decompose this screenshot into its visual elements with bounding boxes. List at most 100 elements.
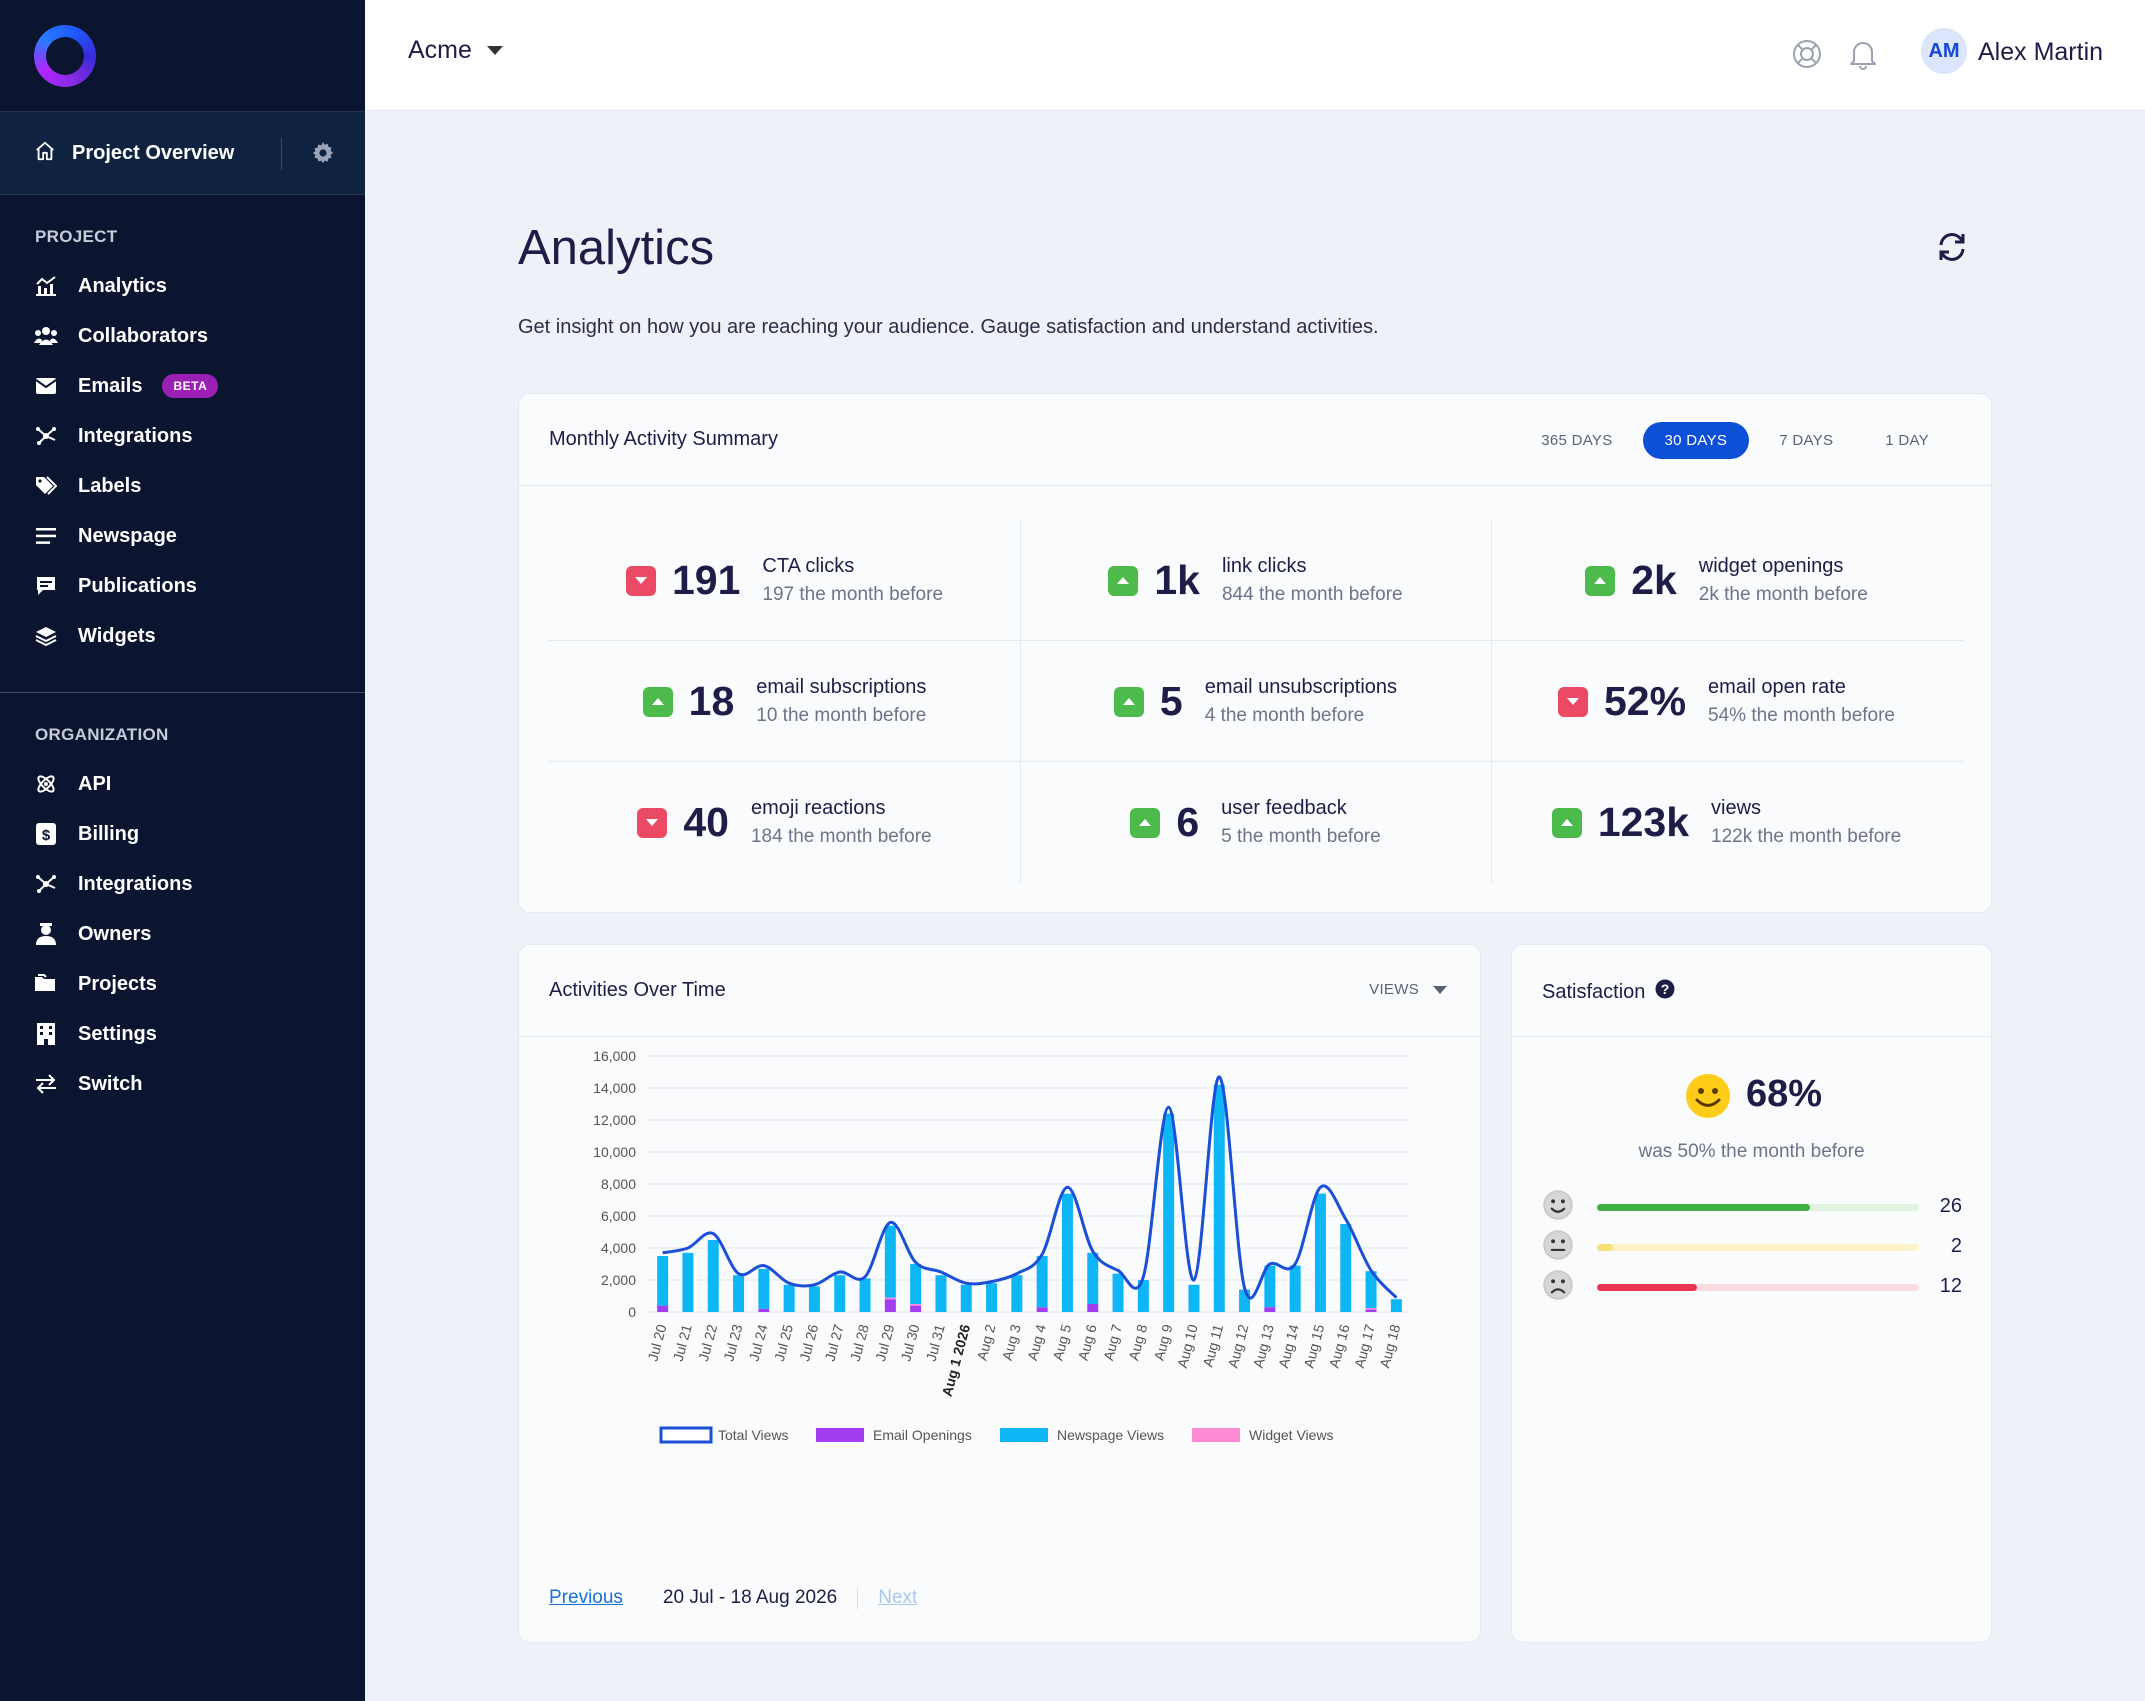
stat-text: link clicks 844 the month before <box>1222 555 1403 606</box>
bell-icon[interactable] <box>1848 38 1878 75</box>
svg-text:?: ? <box>1661 981 1670 997</box>
bar-newspage-views <box>1037 1256 1048 1307</box>
question-circle-icon[interactable]: ? <box>1655 979 1675 1005</box>
card-header: Activities Over Time VIEWS <box>519 945 1480 1037</box>
card-header: Monthly Activity Summary 365 DAYS 30 DAY… <box>519 394 1991 486</box>
stat-email-subscriptions: 18 email subscriptions 10 the month before <box>549 641 1020 762</box>
topbar: Acme AM Alex Martin <box>365 0 2145 111</box>
next-link[interactable]: Next <box>878 1587 917 1609</box>
legend-label: Total Views <box>718 1427 789 1443</box>
gear-icon[interactable] <box>310 140 336 171</box>
sidebar-item-settings[interactable]: Settings <box>0 1009 365 1059</box>
x-tick-label: Aug 3 <box>999 1322 1024 1362</box>
stat-value: 52% <box>1604 678 1686 725</box>
bar-newspage-views <box>733 1275 744 1312</box>
sidebar-item-owners[interactable]: Owners <box>0 909 365 959</box>
sidebar-item-billing[interactable]: $ Billing <box>0 809 365 859</box>
svg-text:$: $ <box>42 827 51 844</box>
users-icon <box>34 324 58 348</box>
y-tick-label: 2,000 <box>601 1272 636 1288</box>
integrations-icon <box>34 424 58 448</box>
stat-value: 6 <box>1176 799 1199 846</box>
sidebar-item-switch[interactable]: Switch <box>0 1059 365 1109</box>
x-tick-label: Aug 8 <box>1125 1322 1150 1362</box>
bar-newspage-views <box>809 1286 820 1312</box>
sidebar-item-label: Integrations <box>78 425 192 448</box>
app-logo[interactable] <box>34 25 96 87</box>
sidebar-item-api[interactable]: API <box>0 759 365 809</box>
previous-link[interactable]: Previous <box>549 1587 623 1609</box>
card-title: Monthly Activity Summary <box>549 428 778 451</box>
bar-email-openings <box>1087 1304 1098 1312</box>
sidebar-item-emails[interactable]: Emails BETA <box>0 361 365 411</box>
avatar[interactable]: AM <box>1921 28 1967 74</box>
views-dropdown-label: VIEWS <box>1369 981 1419 998</box>
lifebuoy-icon[interactable] <box>1791 38 1823 75</box>
sidebar-item-integrations-org[interactable]: Integrations <box>0 859 365 909</box>
card-header: Satisfaction ? <box>1512 945 1991 1037</box>
legend-swatch <box>661 1428 711 1442</box>
sidebar-item-projects[interactable]: Projects <box>0 959 365 1009</box>
stat-label: views <box>1711 797 1901 820</box>
user-name[interactable]: Alex Martin <box>1978 38 2103 67</box>
sidebar-item-label: API <box>78 773 111 796</box>
refresh-icon[interactable] <box>1935 230 1969 269</box>
x-tick-label: Aug 14 <box>1275 1322 1302 1369</box>
x-tick-label: Jul 30 <box>897 1322 922 1362</box>
integrations-icon <box>34 872 58 896</box>
sidebar-item-analytics[interactable]: Analytics <box>0 261 365 311</box>
y-tick-label: 8,000 <box>601 1176 636 1192</box>
legend-swatch <box>1192 1428 1240 1442</box>
caret-down-icon <box>487 46 503 55</box>
x-tick-label: Aug 18 <box>1376 1322 1403 1369</box>
x-tick-label: Aug 7 <box>1100 1322 1125 1362</box>
x-tick-label: Jul 22 <box>695 1322 720 1362</box>
stat-previous: 184 the month before <box>751 826 932 848</box>
tab-30-days[interactable]: 30 DAYS <box>1643 422 1750 459</box>
sidebar-item-labels[interactable]: Labels <box>0 461 365 511</box>
atom-icon <box>34 772 58 796</box>
x-tick-label: Jul 27 <box>822 1322 847 1362</box>
bar-email-openings <box>1264 1307 1275 1312</box>
stat-value: 123k <box>1598 799 1689 846</box>
sidebar-item-collaborators[interactable]: Collaborators <box>0 311 365 361</box>
tab-7-days[interactable]: 7 DAYS <box>1757 422 1855 459</box>
views-dropdown[interactable]: VIEWS <box>1369 981 1447 998</box>
bar-newspage-views <box>1340 1224 1351 1312</box>
stat-label: email open rate <box>1708 676 1895 699</box>
bar-newspage-views <box>860 1278 871 1312</box>
bar-newspage-views <box>1011 1275 1022 1312</box>
tab-365-days[interactable]: 365 DAYS <box>1519 422 1634 459</box>
satisfaction-percent: 68% <box>1746 1073 1822 1116</box>
stat-label: emoji reactions <box>751 797 932 820</box>
org-switcher[interactable]: Acme <box>408 36 503 65</box>
bar-newspage-views <box>1315 1194 1326 1312</box>
stat-previous: 844 the month before <box>1222 584 1403 606</box>
bar-newspage-views <box>784 1285 795 1312</box>
date-pager: Previous 20 Jul - 18 Aug 2026 Next <box>549 1587 917 1609</box>
y-tick-label: 14,000 <box>593 1080 636 1096</box>
x-tick-label: Aug 13 <box>1250 1322 1277 1369</box>
stat-label: email subscriptions <box>756 676 926 699</box>
tab-1-day[interactable]: 1 DAY <box>1863 422 1951 459</box>
sidebar-item-label: Labels <box>78 475 141 498</box>
satisfaction-bar <box>1597 1284 1919 1291</box>
bar-newspage-views <box>1188 1285 1199 1312</box>
monthly-summary-card: Monthly Activity Summary 365 DAYS 30 DAY… <box>518 393 1992 913</box>
sidebar-item-widgets[interactable]: Widgets <box>0 611 365 661</box>
project-overview-link[interactable]: Project Overview <box>0 111 365 195</box>
sidebar-item-integrations[interactable]: Integrations <box>0 411 365 461</box>
sidebar-item-newspage[interactable]: Newspage <box>0 511 365 561</box>
stat-previous: 10 the month before <box>756 705 926 727</box>
bar-email-openings <box>758 1309 769 1312</box>
smile-face-icon <box>1542 1189 1574 1226</box>
divider <box>281 138 282 170</box>
stat-link-clicks: 1k link clicks 844 the month before <box>1020 520 1491 641</box>
period-tabs: 365 DAYS 30 DAYS 7 DAYS 1 DAY <box>1511 422 1951 459</box>
y-tick-label: 10,000 <box>593 1144 636 1160</box>
satisfaction-row: 12 <box>1542 1271 1962 1303</box>
stat-value: 1k <box>1154 557 1200 604</box>
page-title: Analytics <box>518 220 714 276</box>
sidebar-item-publications[interactable]: Publications <box>0 561 365 611</box>
x-tick-label: Aug 11 <box>1199 1322 1226 1368</box>
